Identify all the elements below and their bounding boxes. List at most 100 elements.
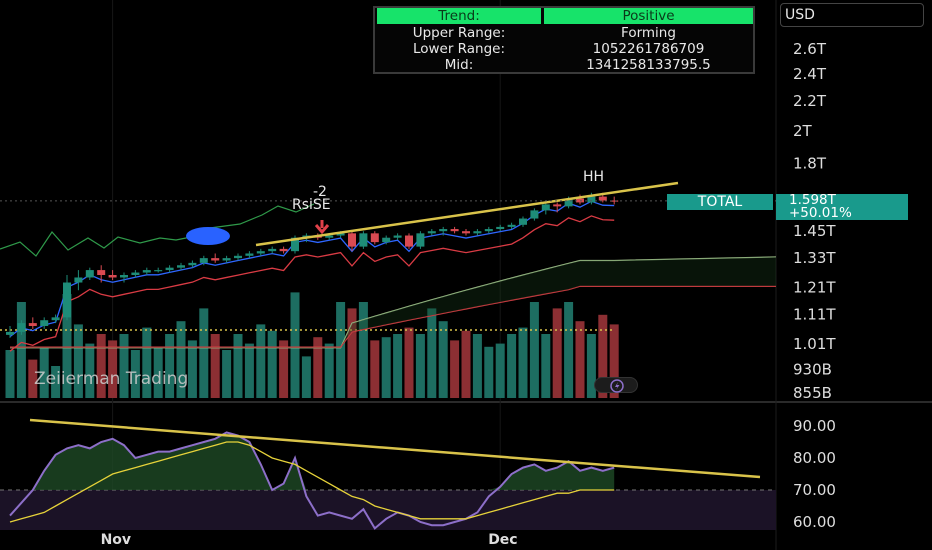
price-tick-label: 1.01T <box>793 335 836 353</box>
volume-bar <box>130 350 140 398</box>
price-tick-label: 1.21T <box>793 279 836 297</box>
candle-body <box>97 270 106 276</box>
candle-body <box>165 267 174 271</box>
volume-bar <box>51 366 61 398</box>
candle-body <box>17 323 26 332</box>
rsi-overbought-fill <box>10 432 615 490</box>
volume-bar <box>187 340 197 398</box>
last-price-tag: 1.598T +50.01% <box>776 192 908 221</box>
upper-range-value: Forming <box>621 25 676 41</box>
candle-body <box>496 226 505 230</box>
volume-bar <box>564 302 574 398</box>
last-price-change: +50.01% <box>789 205 852 221</box>
candle-body <box>598 196 607 201</box>
time-tick-label: Dec <box>488 532 517 548</box>
watermark-text: Zeiierman Trading <box>34 369 189 389</box>
rsi-tick-label: 90.00 <box>793 417 836 435</box>
volume-bar <box>415 334 425 398</box>
trend-info-table: Trend: Positive Upper Range: Forming Low… <box>373 6 755 74</box>
candle-body <box>450 229 459 232</box>
volume-bar <box>62 294 72 398</box>
candle-body <box>291 237 299 252</box>
volume-bar <box>552 308 562 398</box>
volume-bar <box>28 359 38 398</box>
volume-bar <box>39 346 49 398</box>
volume-bar <box>290 292 300 398</box>
volume-bar <box>484 346 494 398</box>
volume-bar <box>222 350 232 398</box>
volume-bar <box>381 337 391 398</box>
lightning-icon <box>610 379 624 393</box>
volume-bar <box>598 314 608 398</box>
currency-button[interactable]: USD <box>780 3 924 27</box>
rsi-tick-label: 80.00 <box>793 449 836 467</box>
volume-bar <box>16 302 26 398</box>
candle-body <box>279 248 288 252</box>
volume-bar <box>256 324 266 398</box>
price-tick-label: 930B <box>793 361 832 379</box>
candle-body <box>154 270 163 272</box>
mid-label: Mid: <box>444 57 474 73</box>
volume-bar <box>165 334 175 398</box>
volume-bar <box>450 340 460 398</box>
volume-bar <box>529 302 539 398</box>
ema-line <box>9 200 615 338</box>
candle-body <box>131 272 140 276</box>
rsi-line <box>9 431 615 530</box>
trend-label: Trend: <box>377 8 541 24</box>
flash-button[interactable] <box>594 377 638 393</box>
volume-bar <box>461 330 471 398</box>
volume-bar <box>518 327 528 398</box>
volume-bar <box>495 343 505 398</box>
volume-bar <box>142 327 152 398</box>
candle-body <box>484 229 493 232</box>
candle-body <box>564 198 573 207</box>
candle-body <box>370 233 379 243</box>
price-tick-label: 2T <box>793 122 813 140</box>
candle-body <box>268 248 277 252</box>
candle-body <box>473 231 482 234</box>
rsi-signal-value: -2 <box>313 184 327 200</box>
volume-bar <box>541 334 551 398</box>
volume-bar <box>393 334 403 398</box>
candle-body <box>427 231 436 234</box>
volume-bar <box>507 334 517 398</box>
ticker-tag: TOTAL <box>667 194 773 210</box>
price-tick-label: 1.45T <box>793 222 836 240</box>
candle-body <box>439 229 448 232</box>
candle-body <box>519 218 527 225</box>
volume-bar <box>85 343 95 398</box>
candle-body <box>359 233 368 247</box>
price-tick-label: 1.11T <box>793 306 836 324</box>
price-tick-label: 1.8T <box>793 155 827 173</box>
volume-bar <box>404 327 414 398</box>
candle-body <box>6 331 14 335</box>
volume-bar <box>267 330 277 398</box>
candle-body <box>325 235 334 238</box>
volume-bar <box>313 337 323 398</box>
candle-body <box>507 224 516 227</box>
candle-body <box>120 275 128 278</box>
price-tick-label: 2.4T <box>793 65 827 83</box>
candle-body <box>610 200 619 202</box>
upper-range-label: Upper Range: <box>412 25 506 41</box>
last-price-value: 1.598T <box>789 192 836 208</box>
rsi-overlay-line <box>0 203 315 257</box>
lower-range-value: 1052261786709 <box>592 41 705 57</box>
rsi-tick-label: 60.00 <box>793 513 836 531</box>
volume-bar <box>438 321 448 398</box>
candle-body <box>462 231 470 234</box>
signal-ellipse <box>186 227 230 245</box>
time-tick-label: Nov <box>101 532 131 548</box>
candle-body <box>541 204 550 211</box>
volume-bar <box>210 334 220 398</box>
volume-bar <box>73 324 83 398</box>
candle-body <box>211 258 220 261</box>
price-tick-label: 2.6T <box>793 40 827 58</box>
candle-body <box>348 233 356 247</box>
table-row: Lower Range: 1052261786709 <box>375 41 753 57</box>
candle-body <box>28 323 37 326</box>
volume-bar <box>358 302 368 398</box>
volume-bar <box>301 356 311 398</box>
